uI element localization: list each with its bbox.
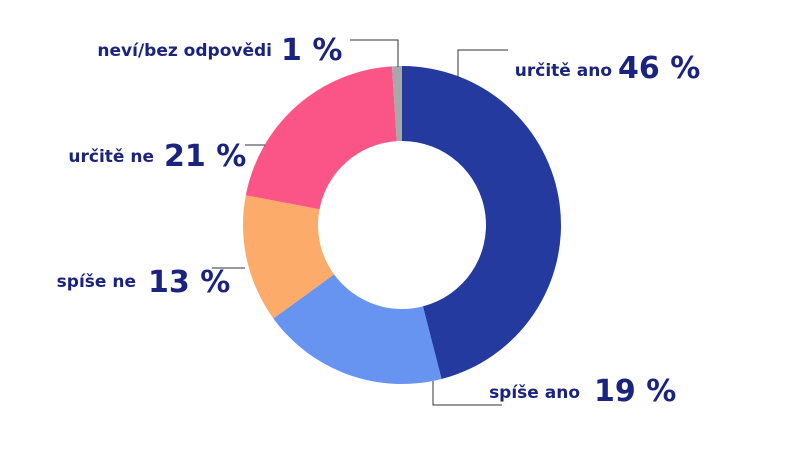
slice-spise-ano: [273, 274, 442, 385]
slice-label-value-nevi: 1 %: [281, 33, 342, 68]
leader-spise-ano: [432, 381, 502, 406]
slice-label-name-urcite-ano: určitě ano: [515, 61, 612, 81]
slice-label-name-nevi: neví/bez odpovědi: [97, 41, 272, 61]
slice-label-value-urcite-ano: 46 %: [618, 51, 700, 86]
slice-urcite-ano: [402, 66, 561, 380]
leader-urcite-ano: [457, 49, 508, 78]
slice-urcite-ne: [245, 66, 397, 210]
slice-label-name-spise-ano: spíše ano: [489, 383, 580, 403]
slice-label-value-urcite-ne: 21 %: [164, 139, 246, 174]
slice-label-value-spise-ano: 19 %: [594, 374, 676, 409]
leader-lines: [212, 39, 508, 406]
leader-nevi: [350, 39, 399, 67]
slice-nevi-bez-odpovedi: [392, 66, 402, 142]
slice-label-name-urcite-ne: určitě ne: [68, 147, 154, 167]
slice-spise-ne: [243, 195, 335, 319]
slice-label-value-spise-ne: 13 %: [148, 265, 230, 300]
donut-slices: [243, 66, 561, 385]
slice-label-name-spise-ne: spíše ne: [57, 272, 136, 292]
